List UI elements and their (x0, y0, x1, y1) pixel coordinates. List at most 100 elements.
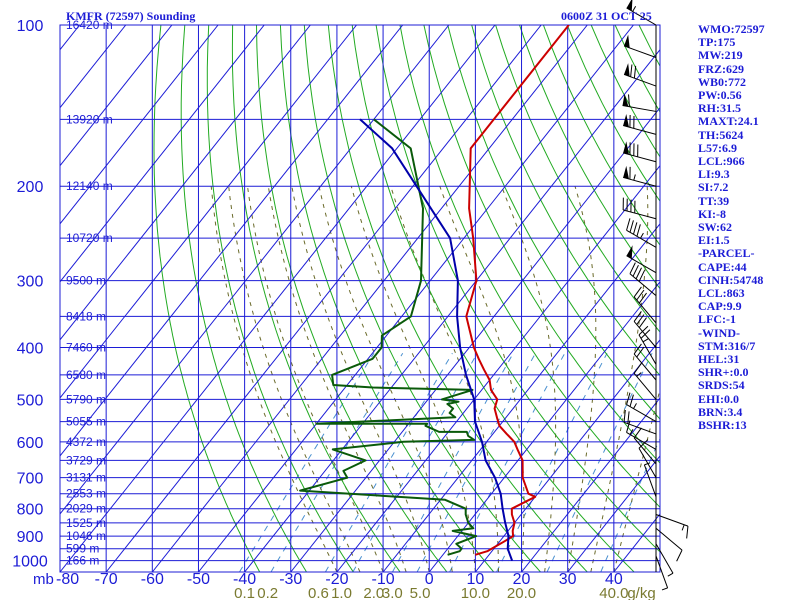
index-item: PW:0.56 (698, 88, 742, 103)
mixing-ratio-label: 10.0 (461, 585, 490, 600)
wind-barb (638, 439, 657, 478)
wind-barb-flag (638, 270, 646, 282)
wind-barb (622, 93, 657, 112)
wind-barb-shaft (638, 334, 657, 365)
height-label: 10720 m (66, 231, 113, 245)
dry-adiabat (153, 25, 261, 572)
wind-barb (638, 325, 657, 365)
height-label: 16420 m (66, 18, 113, 32)
wind-barb-shaft (626, 432, 657, 450)
index-item: CAPE:44 (698, 259, 747, 274)
wind-barb-flag (635, 267, 642, 280)
dry-adiabat (180, 25, 307, 572)
height-label: 5790 m (66, 392, 106, 406)
pressure-tick-label: 800 (17, 502, 44, 519)
pressure-tick-label: 500 (17, 392, 44, 409)
pressure-tick-label: 900 (17, 529, 44, 546)
isotherm (567, 455, 660, 572)
stability-indices-panel: WMO:72597 TP:175 MW:219 FRZ:629 WB0:772 PW:0.… (698, 22, 798, 432)
index-item: SRDS:54 (698, 378, 745, 393)
plot-frame (59, 24, 661, 573)
temperature-tick-label: -20 (325, 571, 348, 588)
wind-barb (633, 427, 657, 465)
dry-adiabat (231, 25, 401, 572)
index-item: L57:6.9 (698, 140, 737, 155)
wind-barb-half-flag (636, 372, 642, 377)
mixing-ratio-line (392, 352, 514, 572)
wind-barb (655, 555, 669, 591)
index-item: SHR+:0.0 (698, 365, 749, 380)
wind-barb-shaft (633, 437, 657, 465)
series-temperature (465, 25, 570, 556)
index-item: LCL:966 (698, 154, 745, 169)
index-item: KI:-8 (698, 206, 726, 221)
index-item: HEL:31 (698, 352, 740, 367)
wind-barb-shaft (638, 447, 657, 478)
height-label: 2029 m (66, 502, 106, 516)
isotherm (336, 164, 660, 572)
isotherm (521, 397, 660, 572)
wind-barb-flag (640, 329, 651, 339)
wind-barb-pennant (624, 34, 630, 48)
isotherm (60, 25, 173, 167)
dry-adiabat (519, 25, 660, 290)
height-label: 8418 m (66, 309, 106, 323)
isotherm (60, 25, 404, 457)
index-item: SW:62 (698, 220, 733, 235)
temperature-tick-label: 30 (559, 571, 577, 588)
mixing-ratio-line (416, 352, 536, 572)
isotherm (60, 25, 450, 515)
temperature-tick-label: 10 (466, 571, 484, 588)
wind-barb (623, 141, 657, 163)
wind-barb (623, 165, 657, 187)
height-label: 12140 m (66, 179, 113, 193)
wind-barb-pennant (623, 141, 629, 155)
wind-barb-flag (633, 363, 642, 374)
mixing-ratio-label: 2.0 (363, 585, 384, 600)
isotherm (290, 106, 660, 572)
temperature-tick-label: -50 (187, 571, 210, 588)
mixing-ratio-line (546, 352, 653, 572)
mixing-ratio-line (496, 352, 608, 572)
pressure-tick-label: 400 (17, 340, 44, 357)
moist-adiabat (501, 186, 557, 572)
temperature-tick-label: 0 (425, 571, 434, 588)
chart-time: 0600Z 31 OCT 25 (561, 9, 652, 23)
wind-barb-flag (629, 394, 634, 407)
wind-barb-flag (638, 292, 647, 304)
wind-barb-flag (633, 65, 637, 79)
wind-barb-flag (636, 224, 641, 237)
height-label: 3729 m (66, 453, 106, 467)
wind-barb-flag (633, 343, 642, 355)
temperature-tick-label: -10 (372, 571, 395, 588)
wind-barb-flag (636, 314, 645, 325)
pressure-tick-label: 100 (17, 18, 44, 35)
index-item: WMO:72597 (698, 22, 765, 36)
wind-barb-flag (626, 218, 631, 231)
index-item: TT:39 (698, 193, 730, 208)
wind-barb-flag (638, 317, 647, 328)
wind-barb (626, 218, 657, 248)
temperature-tick-label: 40 (605, 571, 623, 588)
wind-barb-pennant (624, 63, 630, 77)
mixing-ratio-line (324, 352, 453, 572)
height-label: 9500 m (66, 274, 106, 288)
index-item: MW:219 (698, 48, 743, 63)
wind-barb-flag (628, 94, 630, 107)
mixing-ratio-label: 1.0 (331, 585, 352, 600)
moist-adiabat (291, 186, 430, 572)
mixing-ratio-label: 0.2 (257, 585, 278, 600)
temperature-tick-label: -70 (95, 571, 118, 588)
wind-barb-flag (636, 289, 645, 301)
index-item: STM:316/7 (698, 338, 756, 353)
wind-barb-half-flag (681, 524, 685, 531)
wind-barb-flag (626, 392, 631, 405)
height-label: 7460 m (66, 340, 106, 354)
index-item: TH:5624 (698, 127, 744, 142)
wind-barb-shaft (623, 125, 657, 135)
height-label: 1525 m (66, 516, 106, 530)
index-item: MAXT:24.1 (698, 114, 759, 129)
dry-adiabat (399, 25, 660, 508)
height-label: 2553 m (66, 487, 106, 501)
